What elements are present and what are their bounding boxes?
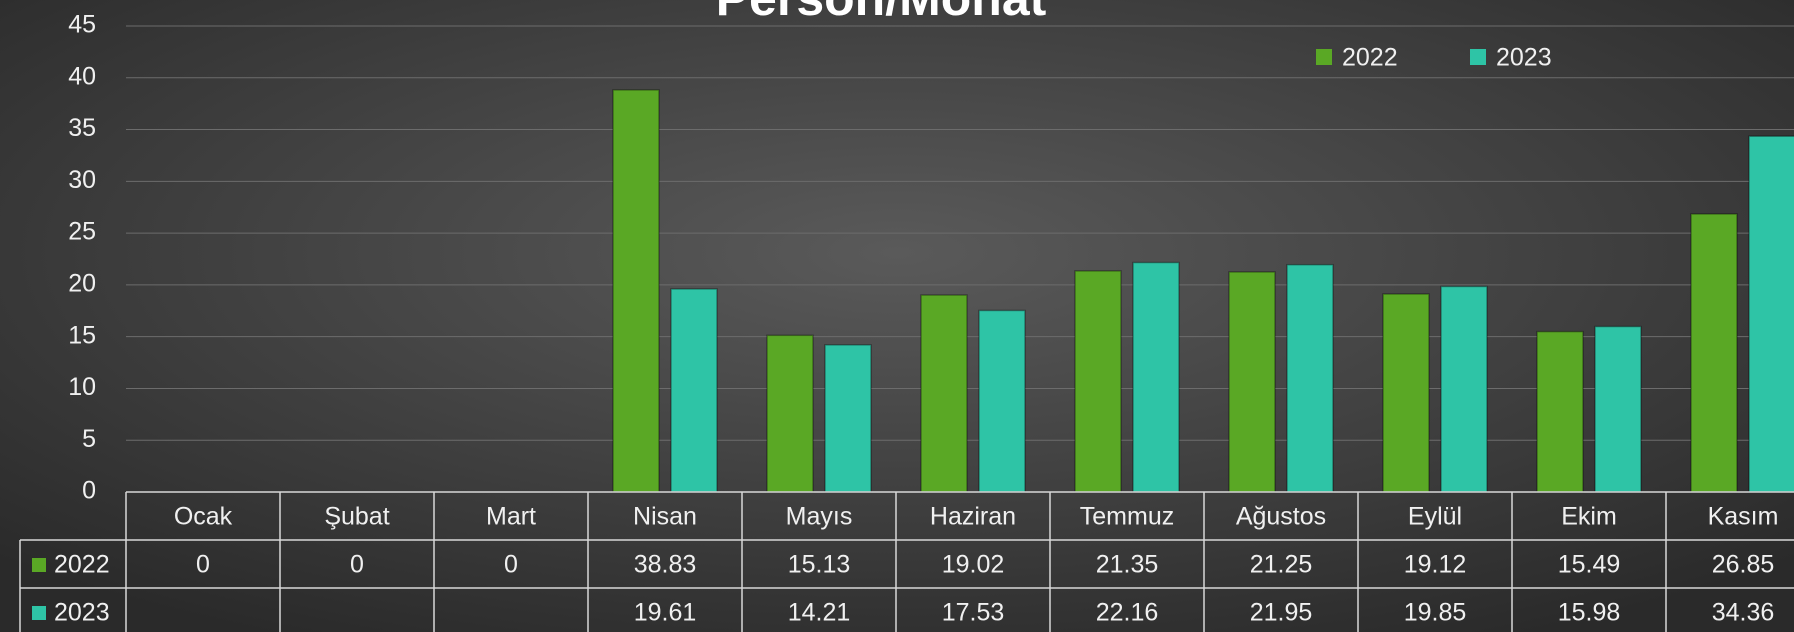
x-tick-label: Ağustos: [1236, 503, 1326, 531]
legend-label: 2022: [1342, 44, 1398, 72]
bar: [1748, 135, 1794, 493]
table-value: 15.13: [788, 551, 851, 579]
table-value: 22.16: [1096, 599, 1159, 627]
bar: [1690, 213, 1738, 493]
bar: [978, 309, 1026, 493]
y-tick-label: 40: [68, 62, 96, 90]
table-value: 34.36: [1712, 599, 1775, 627]
y-tick-label: 15: [68, 321, 96, 349]
bar: [1382, 293, 1430, 493]
bar: [612, 89, 660, 493]
bar: [1594, 325, 1642, 493]
bar: [1286, 263, 1334, 493]
table-value: 19.12: [1404, 551, 1467, 579]
y-tick-label: 5: [82, 425, 96, 453]
y-tick-label: 10: [68, 373, 96, 401]
chart-title: Person/Monat: [716, 0, 1047, 26]
legend-swatch: [1316, 49, 1332, 65]
x-tick-label: Eylül: [1408, 503, 1462, 531]
table-legend-swatch: [32, 606, 46, 620]
bar: [920, 294, 968, 493]
table-value: 0: [504, 551, 518, 579]
legend-swatch: [1470, 49, 1486, 65]
y-tick-label: 20: [68, 269, 96, 297]
x-tick-label: Kasım: [1708, 503, 1779, 531]
table-value: 26.85: [1712, 551, 1775, 579]
x-tick-label: Temmuz: [1080, 503, 1174, 531]
bar: [1074, 270, 1122, 493]
y-tick-label: 25: [68, 218, 96, 246]
table-value: 21.95: [1250, 599, 1313, 627]
table-value: 19.02: [942, 551, 1005, 579]
table-value: 19.61: [634, 599, 697, 627]
bar: [824, 344, 872, 493]
bar: [670, 288, 718, 493]
x-tick-label: Haziran: [930, 503, 1016, 531]
x-tick-label: Ekim: [1561, 503, 1617, 531]
table-value: 21.35: [1096, 551, 1159, 579]
x-tick-label: Mart: [486, 503, 536, 531]
table-value: 14.21: [788, 599, 851, 627]
table-value: 38.83: [634, 551, 697, 579]
x-tick-label: Şubat: [324, 503, 389, 531]
table-value: 21.25: [1250, 551, 1313, 579]
y-tick-label: 35: [68, 114, 96, 142]
table-value: 0: [350, 551, 364, 579]
x-tick-label: Nisan: [633, 503, 697, 531]
table-value: 17.53: [942, 599, 1005, 627]
bar: [1228, 271, 1276, 493]
table-value: 0: [196, 551, 210, 579]
bar: [1132, 261, 1180, 493]
table-value: 15.49: [1558, 551, 1621, 579]
table-series-label: 2022: [54, 551, 110, 579]
y-tick-label: 45: [68, 11, 96, 39]
table-value: 19.85: [1404, 599, 1467, 627]
table-series-label: 2023: [54, 599, 110, 627]
table-legend-swatch: [32, 558, 46, 572]
x-tick-label: Ocak: [174, 503, 233, 531]
bar: [766, 334, 814, 493]
table-value: 15.98: [1558, 599, 1621, 627]
legend-label: 2023: [1496, 44, 1552, 72]
y-tick-label: 0: [82, 477, 96, 505]
y-tick-label: 30: [68, 166, 96, 194]
x-tick-label: Mayıs: [786, 503, 853, 531]
bar: [1536, 330, 1584, 493]
bar: [1440, 285, 1488, 493]
